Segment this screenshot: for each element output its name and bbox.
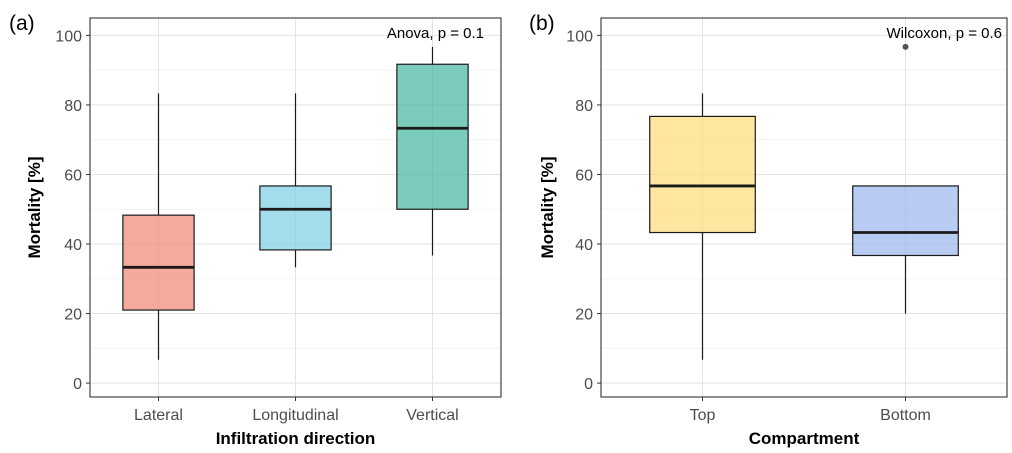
panel-0-y-axis-title: Mortality [%] [25, 157, 44, 259]
panel-1-y-tick-label: 20 [575, 307, 593, 324]
panel-0-box [396, 63, 469, 210]
panel-0-panel-label: (a) [9, 12, 35, 35]
panel-1-y-tick-label: 0 [584, 376, 593, 393]
panel-0-stat-annotation: Anova, p = 0.1 [387, 25, 484, 42]
panel-0-x-tick-label: Longitudinal [252, 407, 338, 424]
panel-1-plot-border [600, 17, 1008, 398]
panel-0-y-tick-label: 100 [55, 28, 82, 45]
panel-1-stat-annotation: Wilcoxon, p = 0.6 [887, 25, 1002, 42]
panel-1-panel-label: (b) [529, 12, 555, 35]
panel-1-y-tick-label: 80 [575, 98, 593, 115]
panel-1-y-tick-label: 100 [566, 28, 593, 45]
panel-1-x-axis-title: Compartment [749, 429, 860, 448]
panel-1-y-tick-label: 60 [575, 167, 593, 184]
panel-0-y-tick-label: 40 [64, 237, 82, 254]
panel-0-box [122, 214, 195, 311]
panel-1-box [649, 115, 756, 234]
panel-0-x-tick-label: Lateral [134, 407, 183, 424]
panel-1-x-tick-label: Bottom [880, 407, 931, 424]
panel-0-y-tick-label: 60 [64, 167, 82, 184]
panel-0-box [259, 185, 332, 251]
panel-1-x-tick-label: Top [690, 407, 716, 424]
panel-1-outlier-point [902, 43, 909, 50]
panel-0-y-tick-label: 0 [73, 376, 82, 393]
panel-1-y-tick-label: 40 [575, 237, 593, 254]
panel-1-box [852, 185, 959, 257]
panel-0-y-tick-label: 20 [64, 307, 82, 324]
panel-0-x-axis-title: Infiltration direction [216, 429, 376, 448]
panel-1-y-axis-title: Mortality [%] [538, 157, 557, 259]
panel-0-y-tick-label: 80 [64, 98, 82, 115]
panel-0-x-tick-label: Vertical [406, 407, 458, 424]
